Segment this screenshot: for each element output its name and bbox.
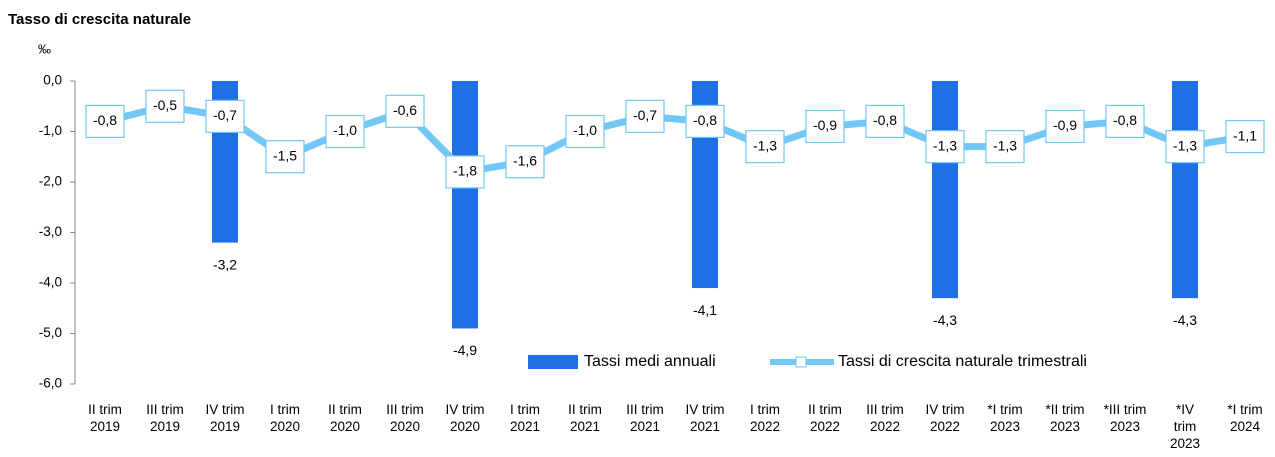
marker bbox=[85, 104, 125, 139]
marker bbox=[145, 89, 185, 123]
marker bbox=[205, 99, 245, 133]
legend-swatch-marker bbox=[795, 356, 807, 368]
x-tick-label: *I trim 2023 bbox=[987, 402, 1023, 434]
x-tick-label: IV trim 2019 bbox=[205, 402, 245, 434]
point-value-label: -1,8 bbox=[453, 163, 477, 179]
x-tick-label: II trim 2021 bbox=[568, 402, 602, 434]
marker bbox=[685, 104, 725, 139]
y-tick-label: -3,0 bbox=[39, 224, 62, 239]
point-value-label: -0,7 bbox=[213, 107, 237, 123]
y-tick-label: 0,0 bbox=[43, 73, 62, 88]
y-tick-label: -5,0 bbox=[39, 325, 62, 340]
point-value-label: -0,9 bbox=[813, 117, 837, 133]
bar bbox=[452, 81, 478, 329]
marker bbox=[1165, 130, 1205, 164]
marker bbox=[985, 130, 1025, 164]
bar bbox=[932, 81, 958, 299]
point-value-label: -1,3 bbox=[993, 137, 1017, 153]
marker bbox=[925, 130, 965, 164]
marker bbox=[565, 114, 605, 149]
x-tick-label: *I trim 2024 bbox=[1227, 402, 1263, 434]
marker bbox=[265, 140, 305, 174]
x-tick-label: II trim 2019 bbox=[88, 402, 122, 434]
marker bbox=[805, 109, 845, 144]
point-value-label: -0,9 bbox=[1053, 117, 1077, 133]
point-value-label: -0,7 bbox=[633, 107, 657, 123]
marker bbox=[1045, 109, 1085, 144]
marker bbox=[1225, 119, 1265, 154]
point-value-label: -0,8 bbox=[693, 112, 717, 128]
y-tick-label: -4,0 bbox=[39, 275, 62, 290]
bar-value-label: -4,3 bbox=[1173, 312, 1197, 328]
bar-value-label: -3,2 bbox=[213, 256, 237, 272]
y-unit: ‰ bbox=[38, 41, 51, 56]
bar-value-label: -4,1 bbox=[693, 302, 717, 318]
point-value-label: -0,8 bbox=[93, 112, 117, 128]
bar bbox=[1172, 81, 1198, 299]
legend-swatch-bar bbox=[528, 355, 578, 369]
x-tick-label: IV trim 2021 bbox=[685, 402, 725, 434]
point-value-label: -1,3 bbox=[933, 137, 957, 153]
x-tick-label: I trim 2020 bbox=[269, 402, 301, 434]
point-value-label: -0,8 bbox=[873, 112, 897, 128]
x-tick-label: II trim 2020 bbox=[328, 402, 362, 434]
y-tick-label: -2,0 bbox=[39, 174, 62, 189]
x-tick-label: IV trim 2020 bbox=[445, 402, 485, 434]
y-tick-label: -1,0 bbox=[39, 123, 62, 138]
x-tick-label: *IV trim 2023 bbox=[1169, 402, 1201, 451]
point-value-label: -0,8 bbox=[1113, 112, 1137, 128]
x-tick-label: *III trim 2023 bbox=[1103, 402, 1147, 434]
point-value-label: -1,5 bbox=[273, 147, 297, 163]
x-tick-label: III trim 2019 bbox=[146, 402, 184, 434]
y-tick-label: -6,0 bbox=[39, 376, 62, 391]
point-value-label: -0,5 bbox=[153, 97, 177, 113]
bar-value-label: -4,3 bbox=[933, 312, 957, 328]
x-tick-label: *II trim 2023 bbox=[1045, 402, 1085, 434]
legend-label: Tassi medi annuali bbox=[584, 353, 716, 370]
x-tick-label: III trim 2021 bbox=[626, 402, 664, 434]
bar-value-label: -4,9 bbox=[453, 342, 477, 358]
marker bbox=[745, 130, 785, 164]
point-value-label: -1,0 bbox=[333, 122, 357, 138]
point-value-label: -1,3 bbox=[1173, 137, 1197, 153]
marker bbox=[865, 104, 905, 139]
marker bbox=[625, 99, 665, 133]
x-tick-label: I trim 2022 bbox=[749, 402, 781, 434]
marker bbox=[325, 114, 365, 149]
marker bbox=[385, 94, 425, 128]
x-tick-label: III trim 2022 bbox=[866, 402, 904, 434]
marker bbox=[505, 145, 545, 179]
chart-title: Tasso di crescita naturale bbox=[8, 11, 191, 28]
x-tick-label: I trim 2021 bbox=[509, 402, 541, 434]
x-tick-label: IV trim 2022 bbox=[925, 402, 965, 434]
legend-label: Tassi di crescita naturale trimestrali bbox=[838, 353, 1087, 370]
point-value-label: -1,1 bbox=[1233, 127, 1257, 143]
marker bbox=[1105, 104, 1145, 139]
x-tick-label: II trim 2022 bbox=[808, 402, 842, 434]
point-value-label: -1,6 bbox=[513, 153, 537, 169]
marker bbox=[445, 155, 485, 189]
point-value-label: -1,0 bbox=[573, 122, 597, 138]
point-value-label: -1,3 bbox=[753, 137, 777, 153]
x-tick-label: III trim 2020 bbox=[386, 402, 424, 434]
point-value-label: -0,6 bbox=[393, 102, 417, 118]
